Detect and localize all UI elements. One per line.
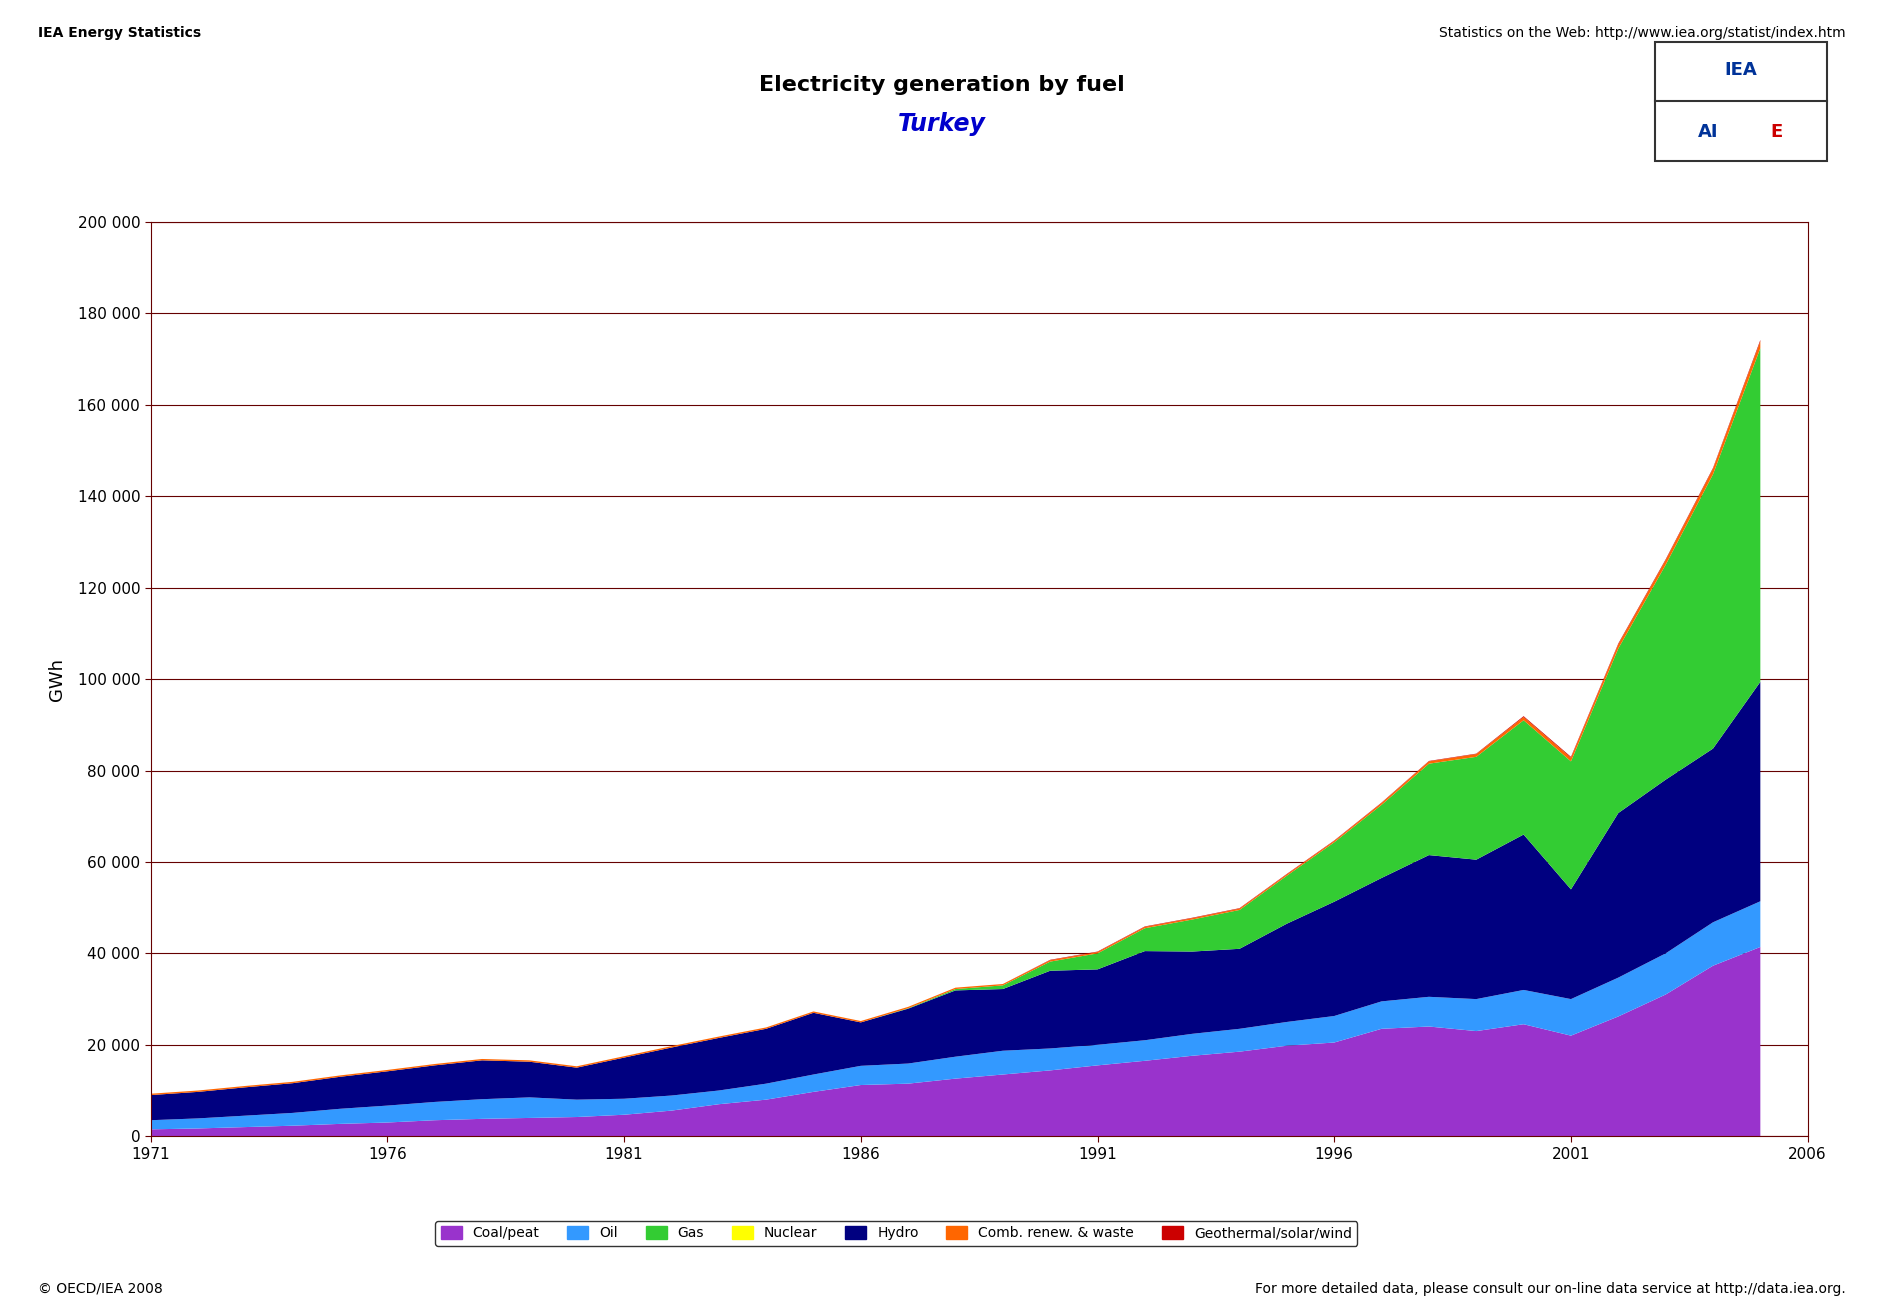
Text: For more detailed data, please consult our on-line data service at http://data.i: For more detailed data, please consult o…	[1253, 1281, 1844, 1296]
Text: E: E	[1769, 123, 1782, 141]
Text: Turkey: Turkey	[898, 112, 984, 136]
Y-axis label: GWh: GWh	[49, 658, 66, 700]
Text: Electricity generation by fuel: Electricity generation by fuel	[758, 74, 1124, 95]
Text: AI: AI	[1698, 123, 1718, 141]
Legend: Coal/peat, Oil, Gas, Nuclear, Hydro, Comb. renew. & waste, Geothermal/solar/wind: Coal/peat, Oil, Gas, Nuclear, Hydro, Com…	[435, 1221, 1357, 1246]
Text: © OECD/IEA 2008: © OECD/IEA 2008	[38, 1281, 162, 1296]
Text: IEA Energy Statistics: IEA Energy Statistics	[38, 26, 201, 40]
Text: IEA: IEA	[1724, 61, 1756, 80]
Text: Statistics on the Web: http://www.iea.org/statist/index.htm: Statistics on the Web: http://www.iea.or…	[1438, 26, 1844, 40]
